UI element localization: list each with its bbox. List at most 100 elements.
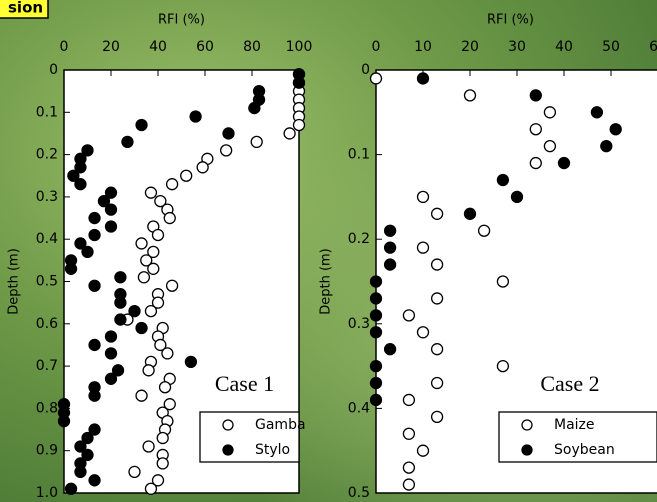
point — [136, 390, 147, 401]
point — [75, 179, 86, 190]
point — [432, 344, 443, 355]
x-tick-label: 60 — [196, 39, 214, 55]
point — [465, 90, 476, 101]
point — [115, 314, 126, 325]
legend-marker — [522, 445, 532, 455]
point — [136, 238, 147, 249]
point — [403, 479, 414, 490]
point — [403, 428, 414, 439]
point — [403, 462, 414, 473]
y-tick-label: 0.4 — [36, 231, 58, 247]
y-tick-label: 1.0 — [36, 485, 58, 501]
point — [106, 331, 117, 342]
point — [294, 119, 305, 130]
point — [371, 361, 382, 372]
y-axis-title: Depth (m) — [7, 248, 22, 315]
point — [129, 306, 140, 317]
point — [385, 242, 396, 253]
y-tick-label: 0.5 — [348, 485, 370, 501]
point — [129, 466, 140, 477]
point — [106, 204, 117, 215]
point — [403, 394, 414, 405]
x-tick-label: 80 — [243, 39, 261, 55]
point — [544, 141, 555, 152]
figure: sion 02040608010000.10.20.30.40.50.60.70… — [0, 0, 657, 502]
legend-label: Gamba — [255, 417, 306, 433]
y-tick-label: 0.7 — [36, 358, 58, 374]
x-tick-label: 20 — [102, 39, 120, 55]
point — [418, 242, 429, 253]
x-tick-label: 50 — [602, 39, 620, 55]
point — [530, 90, 541, 101]
annotation: Case 1 — [215, 371, 274, 396]
legend-marker — [522, 420, 532, 430]
point — [432, 411, 443, 422]
point — [66, 483, 77, 494]
legend-label: Soybean — [554, 442, 615, 458]
point — [221, 145, 232, 156]
point — [162, 348, 173, 359]
point — [497, 361, 508, 372]
point — [145, 483, 156, 494]
point — [106, 373, 117, 384]
point — [432, 259, 443, 270]
x-tick-label: 40 — [555, 39, 573, 55]
point — [294, 77, 305, 88]
point — [544, 107, 555, 118]
point — [249, 103, 260, 114]
point — [371, 73, 382, 84]
y-tick-label: 0.3 — [36, 189, 58, 205]
y-tick-label: 0.6 — [36, 316, 58, 332]
point — [479, 225, 490, 236]
point — [89, 229, 100, 240]
x-tick-label: 60 — [649, 39, 657, 55]
point — [181, 170, 192, 181]
point — [138, 272, 149, 283]
point — [512, 191, 523, 202]
point — [418, 73, 429, 84]
point — [385, 225, 396, 236]
point — [148, 263, 159, 274]
point — [115, 297, 126, 308]
y-tick-label: 0 — [49, 62, 58, 78]
point — [197, 162, 208, 173]
point — [145, 306, 156, 317]
point — [223, 128, 234, 139]
point — [89, 280, 100, 291]
point — [385, 344, 396, 355]
point — [167, 179, 178, 190]
point — [89, 339, 100, 350]
point — [432, 293, 443, 304]
point — [89, 475, 100, 486]
y-tick-label: 0.8 — [36, 400, 58, 416]
x-tick-label: 20 — [461, 39, 479, 55]
x-axis-title: RFI (%) — [487, 13, 534, 28]
legend-marker — [223, 420, 233, 430]
point — [371, 310, 382, 321]
point — [153, 229, 164, 240]
point — [610, 124, 621, 135]
point — [403, 310, 414, 321]
point — [497, 276, 508, 287]
point — [136, 119, 147, 130]
x-tick-label: 30 — [508, 39, 526, 55]
y-tick-label: 0.5 — [36, 274, 58, 290]
point — [251, 136, 262, 147]
page: sion 02040608010000.10.20.30.40.50.60.70… — [0, 0, 657, 502]
point — [82, 246, 93, 257]
point — [185, 356, 196, 367]
point — [66, 263, 77, 274]
point — [559, 158, 570, 169]
point — [115, 272, 126, 283]
y-axis-title: Depth (m) — [319, 248, 334, 315]
point — [418, 327, 429, 338]
x-tick-label: 0 — [60, 39, 69, 55]
point — [145, 187, 156, 198]
point — [497, 174, 508, 185]
legend-marker — [223, 445, 233, 455]
point — [371, 327, 382, 338]
x-tick-label: 10 — [414, 39, 432, 55]
point — [371, 276, 382, 287]
point — [371, 394, 382, 405]
point — [601, 141, 612, 152]
